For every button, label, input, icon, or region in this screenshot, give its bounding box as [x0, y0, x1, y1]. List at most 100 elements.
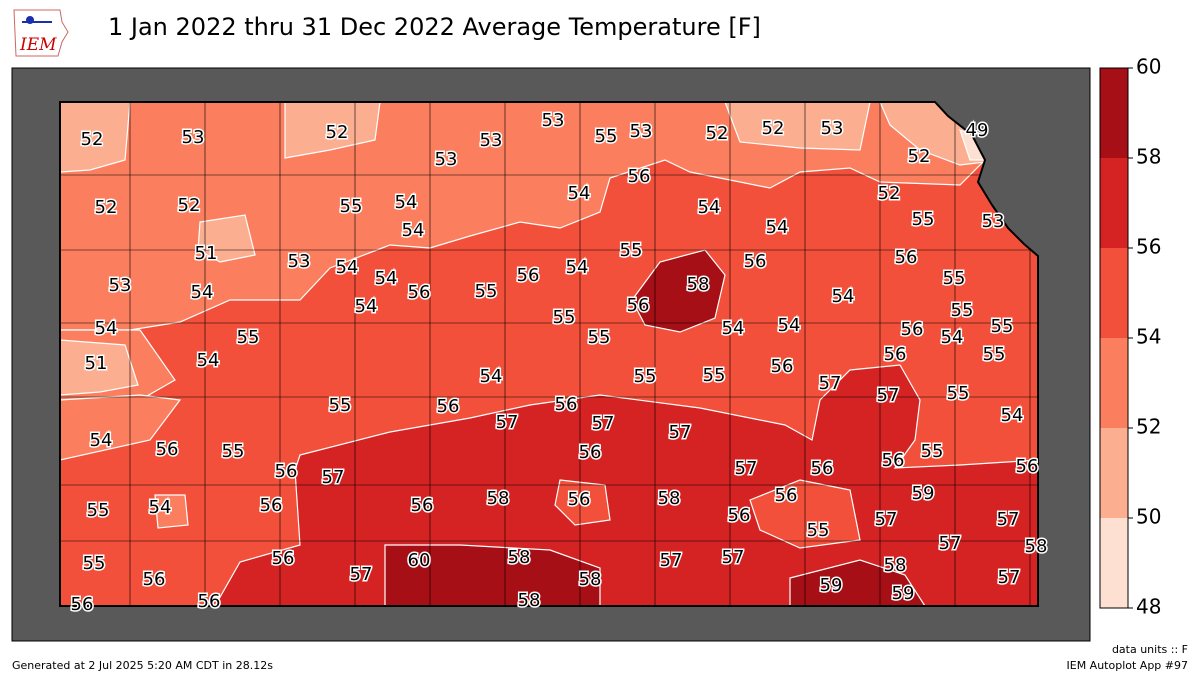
station-value: 60 [408, 550, 431, 571]
station-value: 52 [706, 123, 729, 144]
station-value: 53 [630, 121, 653, 142]
station-value: 53 [182, 127, 205, 148]
station-value: 55 [87, 500, 110, 521]
station-value: 55 [237, 327, 260, 348]
station-value: 56 [811, 458, 834, 479]
station-value: 57 [735, 458, 758, 479]
station-value: 54 [566, 257, 589, 278]
colorbar-label: 48 [1136, 595, 1161, 619]
station-value: 54 [778, 315, 801, 336]
station-value: 56 [275, 461, 298, 482]
contour-area [554, 479, 611, 526]
station-value: 56 [408, 282, 431, 303]
station-value: 54 [336, 257, 359, 278]
station-value: 57 [350, 564, 373, 585]
station-value: 56 [627, 295, 650, 316]
station-value: 56 [555, 394, 578, 415]
station-value: 58 [884, 555, 907, 576]
station-value: 57 [322, 467, 345, 488]
station-value: 57 [819, 373, 842, 394]
station-value: 56 [775, 485, 798, 506]
station-value: 56 [771, 356, 794, 377]
station-value: 51 [195, 243, 218, 264]
station-value: 57 [877, 385, 900, 406]
station-value: 52 [178, 195, 201, 216]
station-value: 53 [435, 149, 458, 170]
station-value: 52 [95, 197, 118, 218]
colorbar-label: 54 [1136, 325, 1161, 349]
colorbar-label: 56 [1136, 235, 1161, 259]
station-value: 57 [875, 509, 898, 530]
station-value: 56 [260, 495, 283, 516]
station-value: 55 [951, 300, 974, 321]
station-value: 55 [588, 327, 611, 348]
contour-area [724, 102, 871, 151]
station-value: 53 [480, 130, 503, 151]
station-value: 56 [517, 265, 540, 286]
colorbar-bin [1100, 248, 1128, 338]
station-value: 58 [487, 488, 510, 509]
station-value: 56 [882, 450, 905, 471]
station-value: 54 [355, 296, 378, 317]
station-value: 57 [722, 547, 745, 568]
station-value: 53 [288, 251, 311, 272]
colorbar: 48 50 52 54 56 58 60 [1099, 55, 1161, 619]
contour-area [60, 339, 139, 396]
station-value: 55 [991, 316, 1014, 337]
station-value: 58 [1025, 536, 1048, 557]
station-value: 54 [480, 366, 503, 387]
station-value: 56 [628, 166, 651, 187]
station-value: 55 [912, 209, 935, 230]
station-value: 57 [997, 509, 1020, 530]
station-value: 58 [687, 274, 710, 295]
logo: IEM [13, 9, 69, 57]
station-value: 54 [402, 220, 425, 241]
units: data units :: F [1112, 643, 1188, 656]
state-outline [59, 101, 1039, 607]
station-value: 55 [620, 240, 643, 261]
contour-area [284, 102, 381, 159]
station-value: 53 [821, 118, 844, 139]
station-value: 54 [149, 497, 172, 518]
contour-area [154, 494, 189, 529]
station-value: 57 [496, 412, 519, 433]
generated: Generated at 2 Jul 2025 5:20 AM CDT in 2… [12, 659, 273, 672]
station-value: 59 [892, 583, 915, 604]
station-value: 57 [660, 550, 683, 571]
station-value: 58 [579, 569, 602, 590]
station-value: 58 [518, 590, 541, 611]
station-value: 52 [908, 146, 931, 167]
station-value: 57 [998, 567, 1021, 588]
station-value: 56 [156, 439, 179, 460]
station-value: 55 [222, 441, 245, 462]
station-value: 58 [508, 547, 531, 568]
map: 52 53 52 53 53 53 55 53 52 52 53 49 52 52 52 55 54 54 54 56… [59, 101, 1049, 617]
station-value: 56 [744, 251, 767, 272]
station-value: 55 [595, 126, 618, 147]
logo-text: IEM [19, 35, 57, 55]
station-value: 57 [669, 422, 692, 443]
contour-area [60, 102, 131, 173]
colorbar-bin [1100, 158, 1128, 248]
station-value: 53 [982, 211, 1005, 232]
station-value: 56 [411, 495, 434, 516]
station-value: 53 [109, 275, 132, 296]
station-value: 54 [941, 327, 964, 348]
station-value: 54 [395, 192, 418, 213]
app-name: IEM Autoplot App #97 [1067, 659, 1189, 672]
station-value: 55 [475, 281, 498, 302]
station-value: 55 [807, 520, 830, 541]
station-value: 54 [90, 430, 113, 451]
contour-area [384, 544, 601, 606]
station-value: 56 [272, 548, 295, 569]
station-value: 56 [1016, 456, 1039, 477]
station-value: 56 [198, 591, 221, 612]
station-value: 56 [568, 489, 591, 510]
station-value: 51 [85, 353, 108, 374]
station-value: 54 [698, 197, 721, 218]
station-value: 55 [634, 366, 657, 387]
station-value: 55 [943, 268, 966, 289]
station-value: 54 [722, 318, 745, 339]
station-value: 54 [832, 286, 855, 307]
